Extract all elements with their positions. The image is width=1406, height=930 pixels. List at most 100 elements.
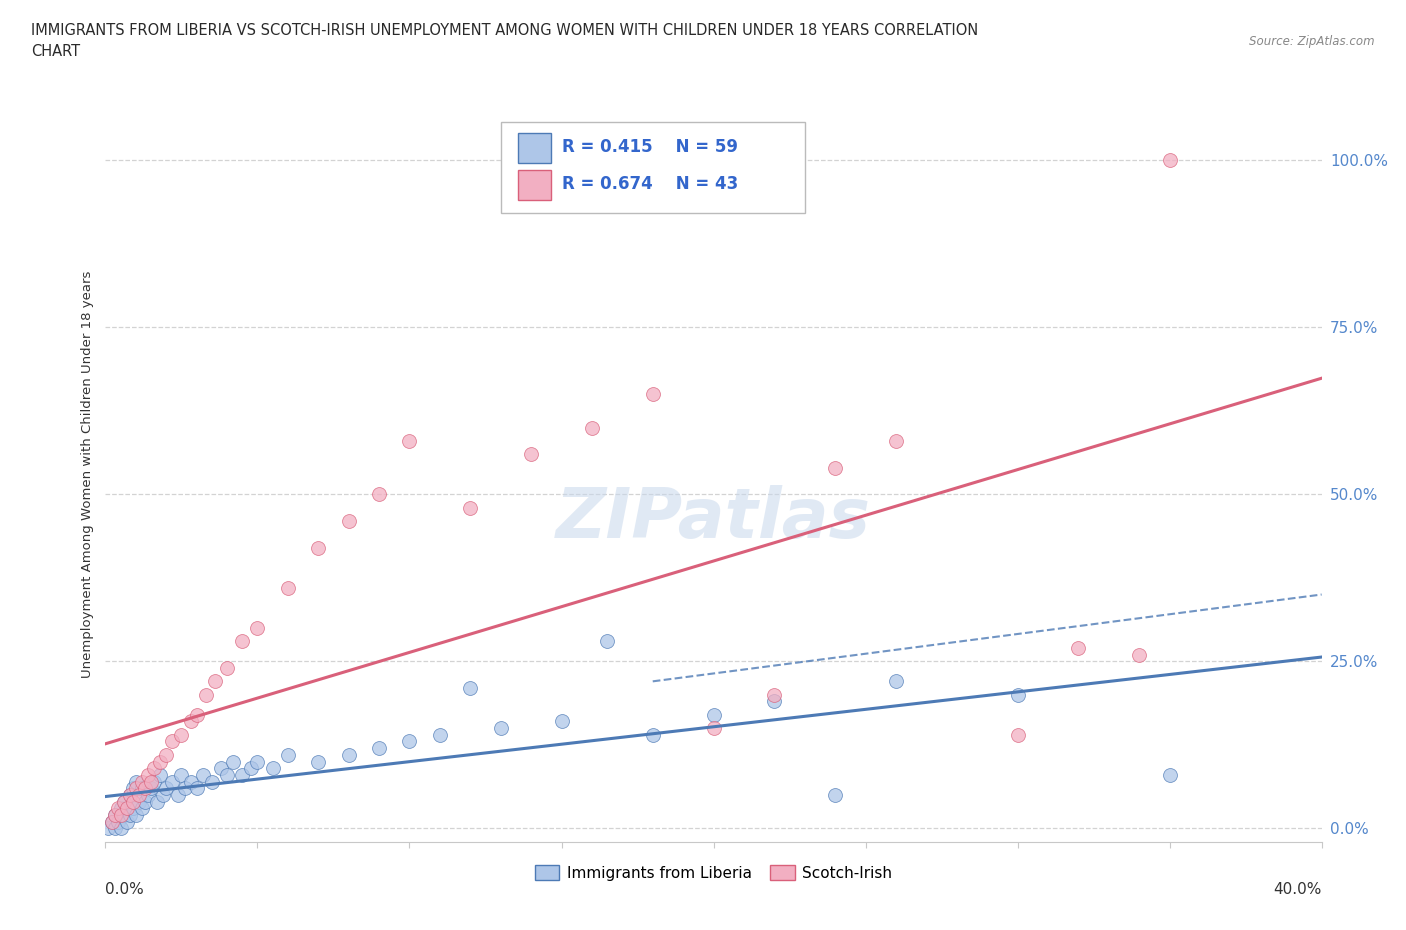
Point [824,788,846,803]
Point [131,774,153,789]
Point [180,774,202,789]
Point [884,433,907,448]
Point [1007,687,1029,702]
Point [170,767,193,782]
Point [100,814,122,829]
Point [173,781,195,796]
Point [641,727,664,742]
Point [125,774,148,789]
Point [103,807,125,822]
Point [186,708,208,723]
Point [222,754,245,769]
Point [262,761,284,776]
Legend: Immigrants from Liberia, Scotch-Irish: Immigrants from Liberia, Scotch-Irish [529,859,898,887]
Point [103,807,125,822]
Point [201,774,224,789]
Point [121,781,143,796]
Point [277,748,299,763]
Point [118,807,141,822]
Point [217,767,239,782]
Point [121,801,143,816]
Point [1159,767,1181,782]
Point [1128,647,1150,662]
Point [107,801,129,816]
Point [97,821,120,836]
Point [550,714,572,729]
Point [136,767,159,782]
Point [763,694,786,709]
Point [1007,727,1029,742]
Point [186,781,208,796]
Point [118,788,141,803]
Text: Source: ZipAtlas.com: Source: ZipAtlas.com [1250,35,1375,48]
Point [146,794,169,809]
Point [110,807,132,822]
Point [131,801,153,816]
Point [337,513,360,528]
Point [763,687,786,702]
Point [149,767,172,782]
Point [125,807,148,822]
Point [180,714,202,729]
Point [702,708,725,723]
Point [240,761,263,776]
FancyBboxPatch shape [517,170,551,200]
Point [118,788,141,803]
Point [115,801,138,816]
Point [246,620,269,635]
Point [162,774,184,789]
Text: ZIPatlas: ZIPatlas [555,485,872,551]
FancyBboxPatch shape [517,133,551,163]
Point [110,821,132,836]
Point [128,788,150,803]
Point [107,814,129,829]
Point [231,767,253,782]
Point [596,634,619,649]
Text: 0.0%: 0.0% [105,882,145,897]
Point [121,794,143,809]
Point [204,674,226,689]
Point [246,754,269,769]
Text: 40.0%: 40.0% [1274,882,1322,897]
Point [337,748,360,763]
Point [125,781,148,796]
Point [152,788,174,803]
Point [458,681,481,696]
Point [581,420,603,435]
Point [884,674,907,689]
Point [110,801,132,816]
Point [429,727,451,742]
Point [209,761,232,776]
Point [824,460,846,475]
Point [139,781,162,796]
Point [167,788,190,803]
Point [100,814,122,829]
Point [641,387,664,402]
Point [368,740,391,755]
Point [307,540,329,555]
Point [134,781,156,796]
Point [307,754,329,769]
Point [1067,641,1090,656]
Point [1159,153,1181,167]
Point [143,761,166,776]
Point [520,446,543,461]
Point [128,794,150,809]
Point [702,721,725,736]
Point [155,748,177,763]
Point [194,687,217,702]
Point [136,788,159,803]
Text: R = 0.674    N = 43: R = 0.674 N = 43 [561,175,738,193]
Point [112,794,135,809]
Point [131,781,153,796]
Point [112,807,135,822]
Point [458,500,481,515]
Point [489,721,512,736]
Point [103,821,125,836]
Point [134,794,156,809]
Text: R = 0.415    N = 59: R = 0.415 N = 59 [561,139,738,156]
Point [155,781,177,796]
FancyBboxPatch shape [501,122,804,214]
Point [115,814,138,829]
Point [149,754,172,769]
